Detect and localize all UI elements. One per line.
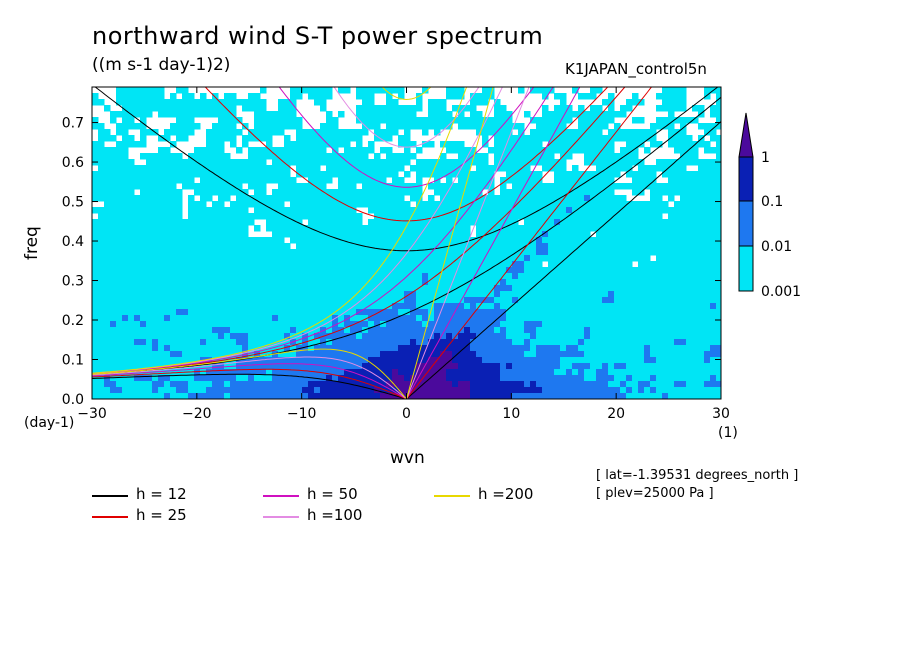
legend-swatch-h12 xyxy=(92,495,128,497)
kelvin-curve-h200 xyxy=(406,87,494,399)
legend-label-h12: h = 12 xyxy=(136,485,187,503)
rossby-curve-h25 xyxy=(92,368,407,399)
x-axis-label: wvn xyxy=(390,448,425,468)
rossby-curve-h50 xyxy=(92,363,407,399)
x-axis-unit: (1) xyxy=(718,425,738,441)
latitude-info: [ lat=-1.39531 degrees_north ] xyxy=(596,468,799,483)
eig-curve-h25 xyxy=(92,87,626,375)
x-tick-label: 10 xyxy=(502,406,520,422)
kelvin-curve-h50 xyxy=(406,87,581,399)
y-tick-label: 0.7 xyxy=(62,116,84,132)
y-tick-label: 0.5 xyxy=(62,195,84,211)
colorbar: 0.001 0.01 0.1 1 xyxy=(738,112,801,300)
x-tick-label: 20 xyxy=(607,406,625,422)
legend-swatch-h200 xyxy=(434,495,470,497)
units-label: ((m s-1 day-1)2) xyxy=(92,55,231,75)
inertia-gravity-curve-h200 xyxy=(381,87,432,101)
run-name: K1JAPAN_control5n xyxy=(565,60,707,78)
rossby-curve-h200 xyxy=(92,348,407,399)
y-tick-label: 0.3 xyxy=(62,274,84,290)
inertia-gravity-curve-h12 xyxy=(94,87,719,252)
colorbar-label: 0.1 xyxy=(761,194,783,210)
rossby-curve-h100 xyxy=(92,356,407,399)
x-tick-label: 0 xyxy=(402,406,411,422)
colorbar-segment xyxy=(738,200,754,247)
eig-curve-h100 xyxy=(92,87,503,374)
eig-curve-h12 xyxy=(92,96,721,376)
inertia-gravity-curve-h100 xyxy=(333,87,480,148)
kelvin-curve-h12 xyxy=(406,121,721,399)
y-tick-label: 0.6 xyxy=(62,155,84,171)
legend-swatch-h50 xyxy=(263,495,299,497)
legend-label-h50: h = 50 xyxy=(307,485,358,503)
colorbar-label: 0.001 xyxy=(761,284,801,300)
x-tick-label: −10 xyxy=(287,406,317,422)
y-axis-unit: (day-1) xyxy=(24,415,75,431)
dispersion-curves xyxy=(92,87,721,399)
y-tick-label: 0.2 xyxy=(62,313,84,329)
x-tick-label: −20 xyxy=(182,406,212,422)
legend-label-h100: h =100 xyxy=(307,506,363,524)
x-tick-label: −30 xyxy=(77,406,107,422)
legend-swatch-h25 xyxy=(92,516,128,518)
kelvin-curve-h100 xyxy=(406,87,530,399)
legend-label-h25: h = 25 xyxy=(136,506,187,524)
x-tick-label: 30 xyxy=(712,406,730,422)
rossby-curve-h12 xyxy=(92,373,407,399)
colorbar-extend-triangle xyxy=(738,112,754,158)
legend-swatch-h100 xyxy=(263,516,299,518)
legend-label-h200: h =200 xyxy=(478,485,534,503)
colorbar-segment xyxy=(738,156,754,202)
chart-title: northward wind S-T power spectrum xyxy=(92,22,544,50)
eig-curve-h200 xyxy=(92,87,468,374)
colorbar-label: 0.01 xyxy=(761,239,792,255)
colorbar-segment xyxy=(738,245,754,292)
power-field xyxy=(92,87,721,399)
kelvin-curve-h25 xyxy=(406,87,653,399)
inertia-gravity-curve-h25 xyxy=(204,87,609,222)
inertia-gravity-curve-h50 xyxy=(278,87,535,188)
colorbar-label: 1 xyxy=(761,150,770,166)
y-tick-label: 0.4 xyxy=(62,234,84,250)
pressure-level-info: [ plev=25000 Pa ] xyxy=(596,486,714,501)
y-tick-label: 0.0 xyxy=(62,392,84,408)
y-tick-label: 0.1 xyxy=(62,353,84,369)
eig-curve-h50 xyxy=(92,87,554,375)
